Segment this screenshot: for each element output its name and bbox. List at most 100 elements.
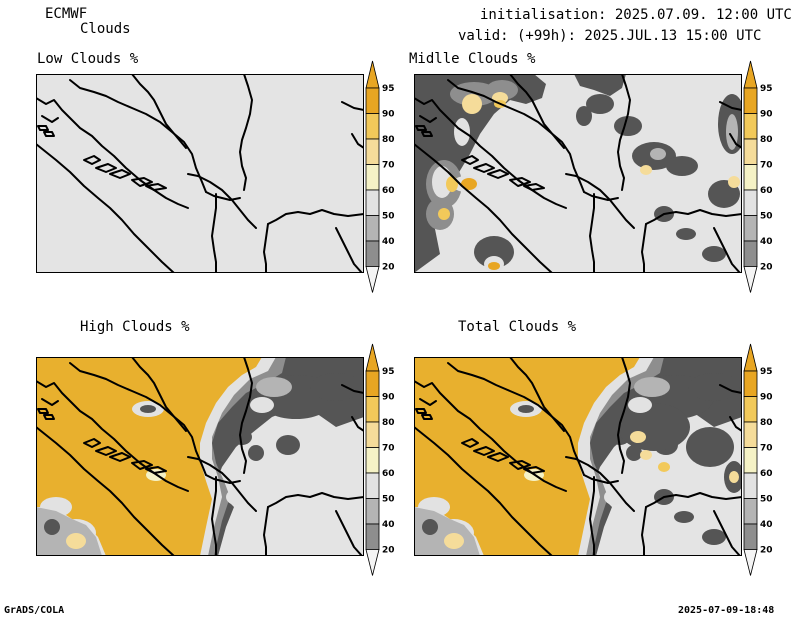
cloud-core (36, 357, 262, 556)
country-border (589, 476, 595, 556)
island (421, 414, 433, 420)
island (523, 183, 545, 191)
cloud-core (446, 176, 458, 192)
cloud-core (36, 357, 76, 423)
country-border (211, 476, 217, 556)
country-border (719, 384, 742, 394)
colorbar-mid: 95 90 80 70 60 50 40 20 (743, 60, 773, 293)
cloud-cell (462, 94, 482, 114)
cloud-cell (640, 165, 652, 175)
cloud-cell (444, 533, 464, 549)
map-frame (36, 357, 364, 556)
panel-title-total: Total Clouds % (458, 319, 577, 335)
colorbar-segment (365, 421, 380, 448)
footer-credit: GrADS/COLA (4, 605, 65, 616)
colorbar-label: 80 (382, 135, 395, 145)
init-time: initialisation: 2025.07.09. 12:00 UTC (480, 7, 792, 23)
cloud-cell (576, 106, 592, 126)
country-border (187, 456, 257, 512)
colorbar-label: 20 (382, 546, 395, 556)
colorbar-label: 90 (760, 393, 773, 403)
island (43, 414, 55, 420)
country-border (335, 510, 363, 556)
coastline (414, 143, 553, 273)
country-border (583, 191, 619, 201)
map-high (36, 357, 364, 556)
colorbar-label: 60 (382, 186, 395, 196)
colorbar-segment (743, 240, 758, 267)
country-border (205, 191, 241, 201)
colorbar-segment (743, 215, 758, 242)
cloud-cell (688, 373, 740, 401)
cloud-cell (140, 405, 156, 413)
colorbar-segment (365, 523, 380, 550)
map-mid (414, 74, 742, 273)
cloud-cell (250, 397, 274, 413)
island (43, 131, 55, 137)
model-label: ECMWF (45, 6, 88, 22)
island (421, 131, 433, 137)
colorbar-label: 20 (382, 263, 395, 273)
colorbar-segment (365, 113, 380, 140)
country-border (211, 193, 217, 273)
map-low (36, 74, 364, 273)
cloud-cell (686, 427, 734, 467)
cloud-core (658, 462, 670, 472)
island (83, 155, 101, 165)
coastline (414, 97, 567, 209)
cloud-cell (450, 82, 498, 106)
colorbar-label: 20 (760, 546, 773, 556)
colorbar-arrow-top (743, 343, 758, 372)
coastline (41, 398, 59, 406)
colorbar-total: 95 90 80 70 60 50 40 20 (743, 343, 773, 576)
colorbar-segment (743, 498, 758, 525)
country-border (729, 416, 742, 432)
country-border (341, 384, 364, 394)
country-border (617, 74, 631, 191)
colorbar-label: 60 (382, 469, 395, 479)
colorbar-label: 80 (382, 418, 395, 428)
colorbar-segment (365, 240, 380, 267)
colorbar-segment (365, 447, 380, 474)
country-border (641, 223, 647, 273)
map-total (414, 357, 742, 556)
map-borders (414, 74, 742, 273)
colorbar-segment (743, 421, 758, 448)
country-border (239, 74, 253, 191)
colorbar-high: 95 90 80 70 60 50 40 20 (365, 343, 395, 576)
cloud-cell (44, 519, 60, 535)
island (461, 155, 479, 165)
cloud-cell (248, 445, 264, 461)
colorbar-label: 70 (760, 444, 773, 454)
country-border (447, 362, 585, 476)
colorbar-segment (743, 447, 758, 474)
island (415, 408, 427, 414)
colorbar-label: 80 (760, 418, 773, 428)
colorbar-label: 60 (760, 469, 773, 479)
panel-title-mid: Midlle Clouds % (409, 51, 536, 67)
island (145, 466, 167, 474)
cloud-core (438, 208, 450, 220)
island (415, 125, 427, 131)
colorbar-arrow-top (743, 60, 758, 89)
map-frame (36, 74, 364, 273)
island (95, 446, 117, 456)
island (131, 177, 153, 187)
colorbar-label: 95 (760, 367, 773, 377)
colorbar-segment (365, 472, 380, 499)
colorbar-segment (743, 523, 758, 550)
colorbar-label: 95 (760, 84, 773, 94)
cloud-cell (614, 116, 642, 136)
colorbar-label: 90 (382, 393, 395, 403)
colorbar-segment (365, 87, 380, 114)
product-label: Clouds (80, 21, 131, 37)
colorbar-label: 80 (760, 135, 773, 145)
country-border (267, 492, 364, 508)
cloud-cell (586, 94, 614, 114)
cloud-cell (666, 156, 698, 176)
colorbar-label: 50 (382, 495, 395, 505)
island (37, 125, 49, 131)
colorbar-label: 20 (760, 263, 773, 273)
colorbar-segment (365, 215, 380, 242)
colorbar-label: 50 (382, 212, 395, 222)
